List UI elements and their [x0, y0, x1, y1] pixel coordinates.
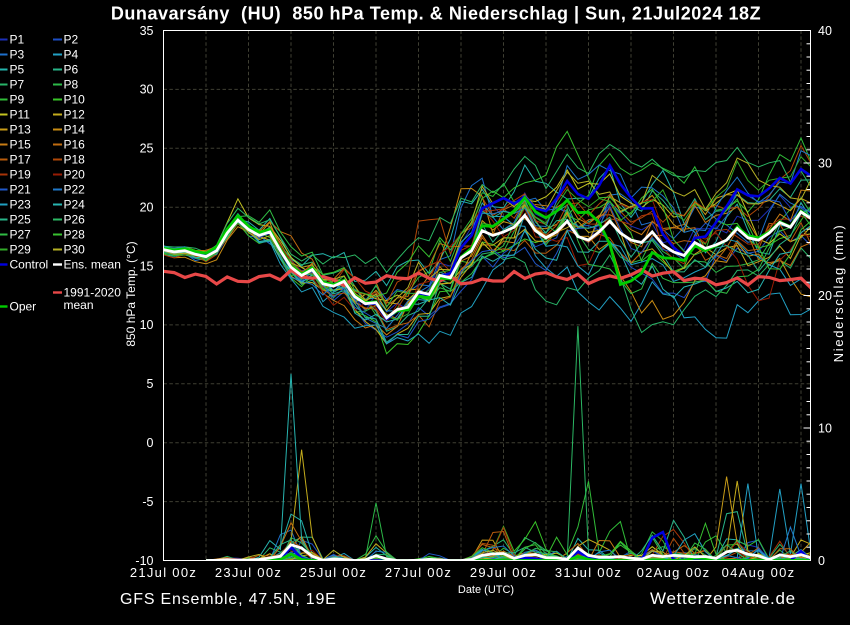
svg-text:15: 15	[140, 259, 154, 273]
svg-text:P6: P6	[64, 63, 79, 77]
svg-text:04Aug 00z: 04Aug 00z	[722, 565, 796, 580]
svg-text:P18: P18	[64, 153, 86, 167]
svg-text:mean: mean	[64, 298, 94, 312]
svg-text:Date (UTC): Date (UTC)	[458, 584, 514, 596]
svg-text:P5: P5	[10, 63, 25, 77]
svg-text:-5: -5	[142, 495, 153, 509]
svg-text:P20: P20	[64, 168, 86, 182]
svg-text:23Jul 00z: 23Jul 00z	[215, 565, 282, 580]
svg-text:GFS Ensemble, 47.5N, 19E: GFS Ensemble, 47.5N, 19E	[120, 591, 337, 608]
svg-text:P2: P2	[64, 33, 79, 47]
svg-text:P1: P1	[10, 33, 25, 47]
svg-text:02Aug 00z: 02Aug 00z	[637, 565, 711, 580]
svg-text:P15: P15	[10, 138, 32, 152]
svg-text:Oper: Oper	[10, 300, 37, 314]
svg-text:0: 0	[818, 554, 825, 568]
svg-text:25: 25	[140, 142, 154, 156]
svg-text:P13: P13	[10, 123, 32, 137]
svg-text:P16: P16	[64, 138, 86, 152]
svg-text:P11: P11	[10, 108, 31, 122]
svg-text:5: 5	[147, 377, 154, 391]
svg-text:850 hPa Temp. (°C): 850 hPa Temp. (°C)	[124, 241, 138, 346]
svg-text:31Jul 00z: 31Jul 00z	[555, 565, 622, 580]
svg-text:30: 30	[818, 156, 832, 170]
svg-text:P3: P3	[10, 48, 25, 62]
svg-text:-10: -10	[135, 554, 153, 568]
svg-text:P14: P14	[64, 123, 86, 137]
svg-text:P19: P19	[10, 168, 32, 182]
svg-text:P4: P4	[64, 48, 79, 62]
svg-text:27Jul 00z: 27Jul 00z	[385, 565, 452, 580]
svg-text:0: 0	[147, 436, 154, 450]
svg-text:P25: P25	[10, 213, 32, 227]
svg-text:P8: P8	[64, 78, 79, 92]
svg-text:Ens. mean: Ens. mean	[64, 258, 121, 272]
svg-text:P26: P26	[64, 213, 86, 227]
svg-text:P27: P27	[10, 228, 32, 242]
svg-text:40: 40	[818, 24, 832, 38]
svg-text:10: 10	[140, 318, 154, 332]
svg-text:P23: P23	[10, 198, 32, 212]
svg-text:P28: P28	[64, 228, 86, 242]
svg-text:Wetterzentrale.de: Wetterzentrale.de	[650, 589, 796, 608]
svg-text:29Jul 00z: 29Jul 00z	[470, 565, 537, 580]
svg-text:25Jul 00z: 25Jul 00z	[300, 565, 367, 580]
svg-text:Niederschlag (mm): Niederschlag (mm)	[831, 224, 846, 363]
svg-text:P17: P17	[10, 153, 32, 167]
svg-text:P24: P24	[64, 198, 86, 212]
svg-text:P22: P22	[64, 183, 86, 197]
svg-text:21Jul 00z: 21Jul 00z	[130, 565, 197, 580]
svg-text:P10: P10	[64, 93, 86, 107]
svg-text:20: 20	[140, 201, 154, 215]
svg-text:P12: P12	[64, 108, 86, 122]
svg-text:35: 35	[140, 24, 154, 38]
svg-text:1991-2020: 1991-2020	[64, 286, 122, 300]
svg-text:P9: P9	[10, 93, 25, 107]
svg-text:10: 10	[818, 421, 832, 435]
svg-text:P29: P29	[10, 243, 32, 257]
svg-text:20: 20	[818, 289, 832, 303]
svg-text:P21: P21	[10, 183, 32, 197]
svg-text:P30: P30	[64, 243, 86, 257]
svg-text:30: 30	[140, 83, 154, 97]
svg-text:Dunavarsány (HU) 850 hPa Tem: Dunavarsány (HU) 850 hPa Temp. & Nieders…	[111, 4, 761, 24]
svg-text:Control: Control	[10, 258, 49, 272]
svg-text:P7: P7	[10, 78, 25, 92]
